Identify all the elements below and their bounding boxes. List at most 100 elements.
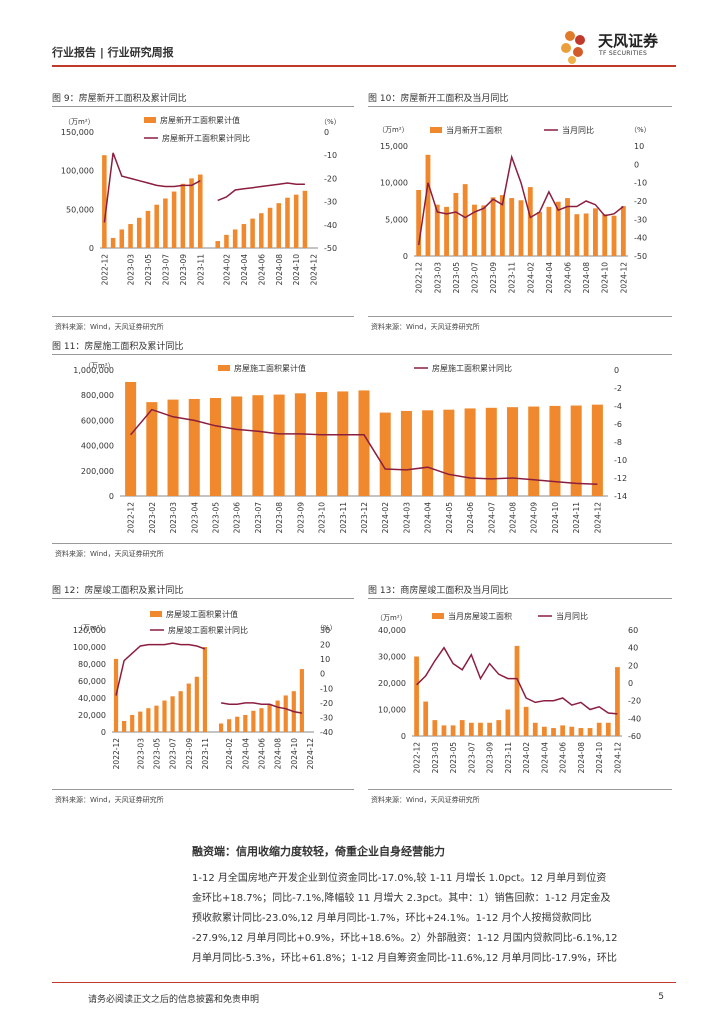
fig10-bar <box>481 205 487 256</box>
fig12-ytick-left: 20,000 <box>78 711 106 720</box>
fig13-ytick-right: 60 <box>628 626 638 635</box>
fig13-bar <box>478 722 483 736</box>
fig10-bar <box>537 212 543 256</box>
fig12-xtick: 2023-11 <box>201 738 210 770</box>
fig12-bottom-rule <box>52 789 354 790</box>
fig11-legend-bar-swatch <box>218 365 230 371</box>
fig13-bottom-rule <box>368 789 672 790</box>
fig13-bar <box>432 720 438 736</box>
fig11-bar <box>209 397 221 496</box>
fig11-xtick: 2024-04 <box>424 502 433 534</box>
fig9-bar <box>154 204 159 248</box>
fig11-bar <box>125 381 137 496</box>
fig10-bar <box>620 206 626 256</box>
fig9-ytick-right: -30 <box>324 198 337 207</box>
fig10-xtick: 2022-12 <box>415 262 424 294</box>
fig11-ytick-left: 0 <box>109 492 114 501</box>
fig11-xtick: 2024-07 <box>487 502 496 534</box>
fig11-title-rule <box>52 354 672 355</box>
fig10-bar <box>583 213 589 256</box>
fig11-ytick-left: 400,000 <box>81 442 114 451</box>
fig10-ytick-left: 10,000 <box>380 179 408 188</box>
fig11-xtick: 2023-11 <box>339 502 348 534</box>
fig11-xtick: 2022-12 <box>127 502 136 534</box>
fig12-bar <box>299 669 304 732</box>
fig12-bar <box>243 715 248 732</box>
fig12-ytick-right: 10 <box>320 655 330 664</box>
fig12-bar <box>130 715 135 732</box>
fig13-xtick: 2024-10 <box>595 742 604 774</box>
fig9-bar <box>189 178 194 248</box>
fig12-bar <box>170 696 175 732</box>
fig9-chart: 0 50,000 100,000 150,000 0 -10 -20 -30 -40 -50 （万m… <box>61 115 341 286</box>
fig13-ytick-left: 10,000 <box>378 706 406 715</box>
fig12-bar <box>202 647 208 732</box>
fig10-xtick: 2023-05 <box>452 262 461 294</box>
fig11-bar <box>231 396 243 496</box>
fig13-xtick: 2023-03 <box>431 742 440 774</box>
fig9-xtick: 2024-10 <box>292 254 301 286</box>
fig12-xtick: 2024-04 <box>241 738 250 770</box>
fig9-ytick-right: -20 <box>324 174 337 183</box>
fig13-xtick: 2024-04 <box>540 742 549 774</box>
fig9-bar <box>102 155 107 248</box>
fig12-ytick-right: 20 <box>320 641 330 650</box>
fig9-bar <box>293 194 299 248</box>
fig9-bar <box>136 217 142 248</box>
fig9-ytick-right: 0 <box>324 128 329 137</box>
fig9-xtick: 2023-03 <box>127 254 136 286</box>
fig11-bar <box>379 412 391 496</box>
fig11-bottom-rule <box>52 543 672 544</box>
fig11-ytick-right: -10 <box>614 456 627 465</box>
fig11-ytick-right: -8 <box>614 438 622 447</box>
fig13-chart: 0 10,000 20,000 30,000 40,000 60 40 20 0 -20 -40 -6… <box>376 611 641 774</box>
fig10-bar <box>425 154 431 256</box>
fig9-title: 图 9：房屋新开工面积及累计同比 <box>52 94 187 104</box>
fig9-bar <box>180 183 186 248</box>
fig11-bar <box>549 405 561 496</box>
fig13-bar <box>459 720 465 736</box>
fig10-xtick: 2024-08 <box>582 262 591 294</box>
fig9-bar <box>215 241 220 248</box>
fig11-xtick: 2023-12 <box>360 502 369 534</box>
brand-logo: 天风证券 TF SECURITIES <box>556 26 676 66</box>
fig10-xtick: 2023-09 <box>489 262 498 294</box>
fig11-bar <box>400 410 412 496</box>
fig13-source: 资料来源：Wind，天风证券研究所 <box>371 796 480 804</box>
fig13-legend-bar-label: 当月房屋竣工面积 <box>448 611 512 621</box>
fig13-bar <box>532 722 538 736</box>
fig9-xtick: 2024-06 <box>257 254 266 286</box>
brand-sub: TF SECURITIES <box>599 50 648 57</box>
fig12-bar <box>162 700 167 732</box>
fig12-bar <box>138 711 143 732</box>
fig13-ytick-left: 40,000 <box>378 626 406 635</box>
fig9-xtick: 2023-09 <box>179 254 188 286</box>
fig9-bar <box>250 218 255 248</box>
fig9-ytick-left: 100,000 <box>61 167 94 176</box>
fig9-xtick: 2024-04 <box>240 254 249 286</box>
fig11-bar <box>443 409 455 496</box>
fig9-bar <box>171 191 177 248</box>
footer-rule <box>52 982 676 983</box>
fig11-xtick: 2023-04 <box>190 502 199 534</box>
fig9-unit-left: （万m²） <box>64 118 95 126</box>
fig13-bar <box>569 726 575 736</box>
fig11-xtick: 2024-03 <box>402 502 411 534</box>
fig11-bar <box>146 402 158 496</box>
fig9-xtick: 2023-05 <box>144 254 153 286</box>
fig11-bar <box>422 410 434 496</box>
fig11-xtick: 2023-03 <box>169 502 178 534</box>
fig9-bar <box>241 224 247 248</box>
fig13-xtick: 2024-12 <box>613 742 622 774</box>
logo-flower-icon <box>561 31 585 64</box>
fig10-bar <box>574 214 580 256</box>
fig11-xtick: 2024-09 <box>530 502 539 534</box>
fig13-ytick-left: 0 <box>401 732 406 741</box>
body-line-3: 预收款累计同比-23.0%,12 月单月同比-1.7%，环比+24.1%。1-1… <box>192 913 592 924</box>
fig9-bar <box>267 207 273 248</box>
fig13-xtick: 2024-02 <box>522 742 531 774</box>
fig11-xtick: 2024-06 <box>466 502 475 534</box>
fig9-unit-right: （%） <box>320 118 341 126</box>
fig11-bar <box>294 393 306 496</box>
fig9-bar <box>224 234 229 248</box>
